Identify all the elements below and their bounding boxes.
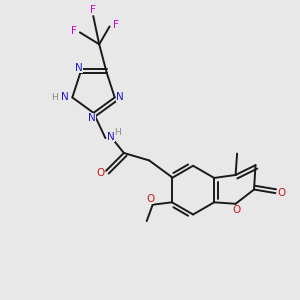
- Text: F: F: [112, 20, 118, 30]
- Text: O: O: [233, 205, 241, 215]
- Text: H: H: [114, 128, 121, 137]
- Text: N: N: [61, 92, 69, 102]
- Text: O: O: [146, 194, 154, 204]
- Text: F: F: [90, 4, 96, 14]
- Text: N: N: [116, 92, 124, 102]
- Text: H: H: [51, 93, 58, 102]
- Text: O: O: [278, 188, 286, 198]
- Text: N: N: [107, 132, 115, 142]
- Text: N: N: [75, 63, 83, 74]
- Text: N: N: [88, 112, 96, 123]
- Text: F: F: [71, 26, 77, 36]
- Text: O: O: [97, 168, 105, 178]
